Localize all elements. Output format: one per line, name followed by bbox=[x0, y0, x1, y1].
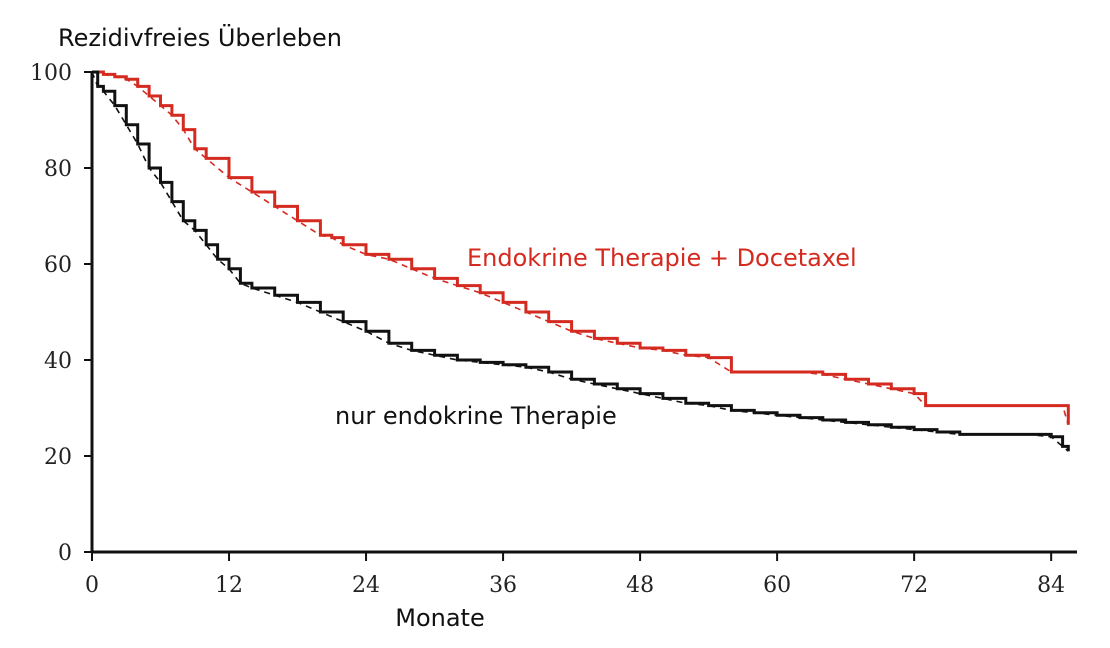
series-label-docetaxel: Endokrine Therapie + Docetaxel bbox=[467, 244, 857, 272]
y-tick-label: 100 bbox=[30, 61, 72, 86]
y-tick-label: 60 bbox=[44, 253, 72, 278]
x-tick-label: 84 bbox=[1037, 573, 1065, 598]
y-tick-label: 0 bbox=[58, 541, 72, 566]
x-tick-label: 12 bbox=[215, 573, 243, 598]
x-tick-label: 24 bbox=[352, 573, 380, 598]
x-axis-title: Monate bbox=[395, 604, 484, 632]
x-tick-label: 60 bbox=[763, 573, 791, 598]
x-tick-label: 48 bbox=[626, 573, 654, 598]
plot-lines bbox=[91, 70, 1070, 452]
y-tick-label: 20 bbox=[44, 445, 72, 470]
x-tick-label: 0 bbox=[85, 573, 99, 598]
x-ticks: 0 12 24 36 48 60 72 84 bbox=[85, 552, 1065, 598]
y-tick-label: 80 bbox=[44, 157, 72, 182]
y-axis-title: Rezidivfreies Überleben bbox=[58, 23, 342, 52]
km-curve-endocrine-only bbox=[92, 70, 1070, 452]
x-tick-label: 36 bbox=[489, 573, 517, 598]
km-curve-docetaxel bbox=[92, 70, 1070, 425]
y-ticks: 0 20 40 60 80 100 bbox=[30, 61, 92, 566]
y-tick-label: 40 bbox=[44, 349, 72, 374]
fit-line-docetaxel bbox=[91, 71, 1070, 426]
x-tick-label: 72 bbox=[900, 573, 928, 598]
series-label-endocrine-only: nur endokrine Therapie bbox=[335, 402, 617, 430]
